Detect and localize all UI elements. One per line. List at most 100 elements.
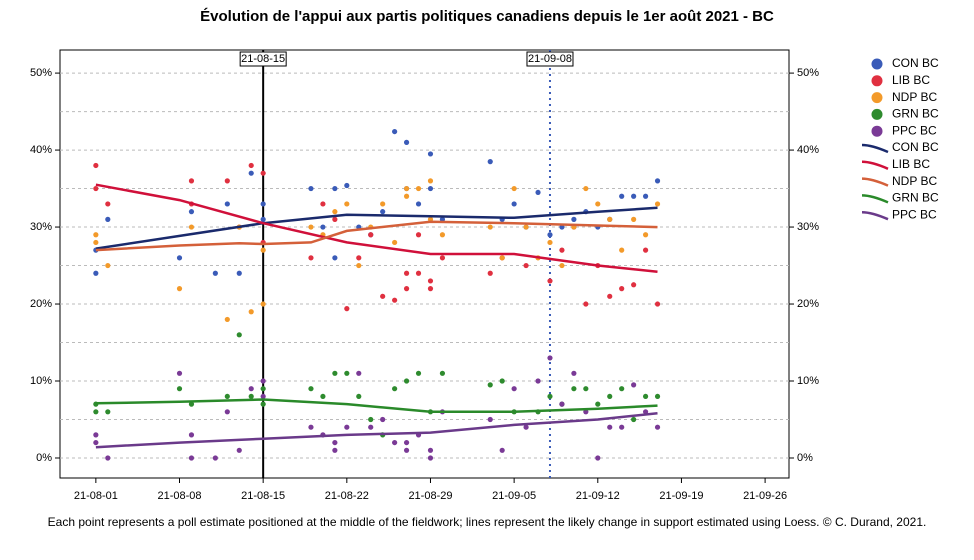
poll-point (415, 232, 422, 238)
poll-point (260, 393, 266, 400)
legend-label: PPC BC (892, 207, 937, 221)
poll-point (547, 355, 553, 361)
poll-point (368, 232, 374, 238)
poll-point (260, 378, 266, 384)
poll-point (619, 386, 625, 392)
poll-point (308, 386, 314, 392)
poll-point (93, 162, 99, 169)
poll-point (607, 424, 613, 430)
legend-marker (871, 108, 883, 120)
legend-line (861, 177, 889, 187)
poll-point (356, 255, 362, 261)
poll-point (619, 193, 625, 199)
x-tick-label: 21-08-22 (325, 490, 369, 502)
poll-point (403, 439, 410, 446)
poll-point (415, 370, 422, 376)
poll-point (487, 159, 493, 165)
y2-tick-label: 30% (797, 221, 819, 233)
poll-point (547, 239, 553, 246)
poll-point (607, 293, 613, 299)
poll-point (535, 189, 541, 196)
poll-point (380, 209, 386, 215)
poll-point (415, 185, 422, 192)
poll-point (93, 232, 99, 238)
x-tick-label: 21-08-01 (74, 490, 118, 502)
y-tick-label: 30% (30, 221, 52, 233)
poll-point (499, 378, 505, 384)
poll-point (105, 409, 111, 415)
poll-point (260, 386, 266, 392)
poll-point (320, 393, 326, 400)
poll-point (344, 424, 350, 430)
poll-point (356, 262, 362, 269)
poll-point (308, 255, 314, 261)
y-tick-label: 0% (36, 452, 52, 464)
poll-point (188, 401, 195, 407)
poll-point (260, 216, 266, 222)
poll-point (427, 151, 434, 157)
poll-point (654, 301, 661, 307)
x-tick-label: 21-09-12 (576, 490, 620, 502)
poll-point (403, 185, 410, 192)
poll-point (427, 185, 434, 192)
poll-point (392, 128, 398, 135)
poll-point (499, 447, 505, 453)
y-tick-label: 40% (30, 144, 52, 156)
chart: Évolution de l'appui aux partis politiqu… (30, 8, 939, 502)
poll-point (642, 193, 649, 199)
poll-point (224, 393, 230, 400)
poll-point (439, 370, 446, 376)
poll-point (607, 393, 613, 400)
poll-point (344, 370, 350, 376)
poll-point (93, 409, 99, 415)
poll-point (499, 255, 505, 261)
poll-point (547, 232, 553, 238)
poll-point (248, 170, 254, 176)
poll-point (559, 401, 565, 407)
poll-point (380, 201, 386, 207)
y-tick-label: 50% (30, 67, 52, 79)
poll-point (487, 270, 493, 276)
poll-point (176, 370, 183, 376)
legend-label: CON BC (892, 56, 939, 70)
poll-point (403, 378, 410, 384)
poll-point (93, 439, 99, 446)
poll-point (308, 185, 314, 192)
legend-label: NDP BC (892, 174, 937, 188)
trend-line (95, 412, 658, 449)
poll-point (380, 293, 386, 299)
poll-point (332, 209, 338, 215)
legend-line (861, 160, 889, 170)
poll-point (439, 232, 446, 238)
poll-point (427, 286, 434, 292)
poll-point (654, 424, 661, 430)
poll-point (583, 409, 589, 415)
poll-point (535, 378, 541, 384)
poll-point (176, 386, 183, 392)
poll-point (631, 282, 637, 288)
poll-point (642, 409, 649, 415)
x-tick-label: 21-08-29 (408, 490, 452, 502)
poll-point (654, 178, 661, 184)
poll-point (403, 270, 410, 276)
poll-point (511, 185, 517, 192)
poll-point (224, 316, 230, 323)
poll-point (559, 262, 565, 269)
poll-point (415, 201, 422, 207)
poll-point (224, 409, 230, 415)
poll-point (595, 401, 601, 407)
poll-point (344, 201, 350, 207)
poll-point (487, 416, 493, 423)
poll-point (403, 193, 410, 199)
poll-point (571, 370, 577, 376)
poll-point (224, 201, 230, 207)
poll-point (93, 432, 99, 438)
poll-point (224, 178, 230, 184)
poll-point (487, 224, 493, 230)
poll-point (654, 393, 661, 400)
reference-label-box (239, 51, 287, 67)
x-tick-label: 21-09-05 (492, 490, 536, 502)
poll-point (380, 416, 386, 423)
poll-point (415, 270, 422, 276)
